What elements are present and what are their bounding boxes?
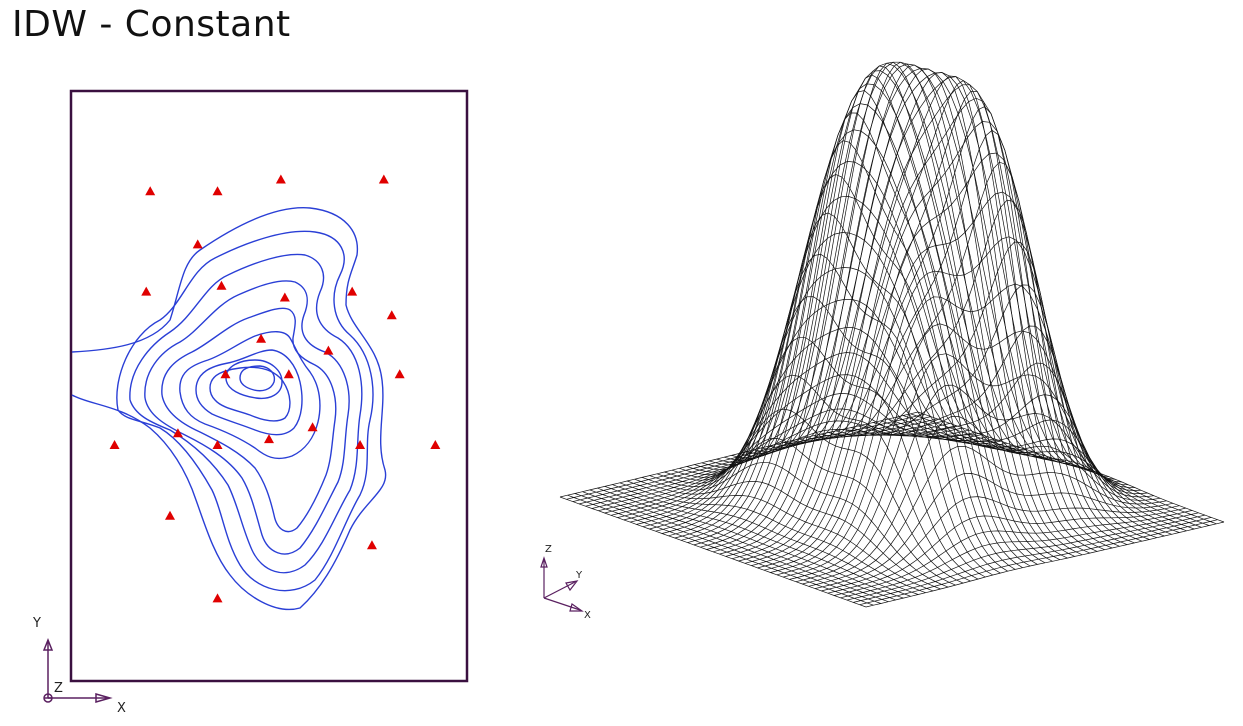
sample-point-marker [220,369,231,379]
mesh-line [712,63,1072,553]
mesh-line [566,413,925,500]
mesh-line [716,112,1023,568]
x-axis-arrow [95,693,113,703]
contour-line [144,280,350,555]
y-axis-arrow [42,637,54,651]
mesh-line [795,384,1154,583]
sample-point-marker [347,286,358,296]
mesh-line [917,411,1225,523]
x-axis-line [543,597,581,611]
surface-axis-triad [540,556,584,612]
mesh-line [746,61,1053,562]
mesh-line [761,64,1068,559]
mesh-line [701,174,1008,572]
sample-point-marker [283,369,294,379]
sample-point-marker [109,440,120,449]
contour-line [129,253,363,574]
sample-point-marker [192,239,203,249]
surface-wireframe [559,61,1225,608]
mesh-line [731,74,1038,565]
mesh-line [865,394,1172,535]
mesh-line [840,512,1199,599]
z-axis-arrow [540,556,548,568]
sample-point-marker [141,286,152,296]
sample-point-marker [145,186,156,196]
mesh-line [865,521,1225,608]
plan-y-label: Y [32,616,41,631]
sample-points [109,174,441,603]
mesh-line [873,419,1180,533]
mesh-line [610,408,970,516]
page-title: IDW - Constant [12,4,291,45]
contour-lines [71,207,387,611]
contour-line [239,365,276,392]
surface-y-label: Y [575,570,583,581]
contour-line [179,331,321,460]
sample-point-marker [366,540,377,550]
contour-line [209,366,291,422]
sample-point-marker [378,174,389,184]
sample-point-marker [394,369,405,379]
sample-point-marker [212,593,223,603]
plan-z-label: Z [54,681,63,696]
sample-point-marker [323,345,334,355]
mesh-line [834,510,1193,596]
surface-x-label: X [584,610,591,621]
contour-line [161,307,337,533]
mesh-line [880,420,1187,532]
mesh-line [821,496,1180,592]
sample-point-marker [386,310,397,320]
x-axis-arrow [569,603,584,612]
mesh-line [567,494,874,606]
plan-axis-triad [42,637,113,703]
mesh-line [770,236,1129,573]
sample-point-marker [264,434,274,444]
y-axis-arrow [565,580,579,592]
sample-point-marker [216,280,227,290]
sample-point-marker [212,186,223,196]
sample-point-marker [430,440,441,449]
mesh-line [664,374,971,582]
contour-line [195,349,303,436]
mesh-line [724,90,1031,567]
sample-point-marker [279,292,290,302]
sample-point-marker [275,174,286,184]
mesh-line [626,480,934,592]
mesh-line [827,507,1186,594]
plan-frame [69,89,469,683]
mesh-line [589,489,896,601]
mesh-line [888,418,1195,530]
mesh-line [846,514,1205,601]
sample-point-marker [172,428,183,438]
sample-point-marker [307,422,318,432]
sample-point-marker [355,440,366,449]
sample-point-marker [256,333,267,343]
mesh-line [853,517,1212,603]
mesh-line [910,413,1217,525]
y-axis-line [543,581,576,599]
mesh-line [612,484,919,595]
sample-point-marker [212,440,223,449]
surface-z-label: Z [545,544,552,555]
contour-line [225,359,283,400]
sample-point-marker [165,510,175,520]
mesh-line [559,496,867,608]
mesh-line [798,90,1105,551]
mesh-line [895,416,1202,528]
contour-plan-view [69,89,469,683]
plan-x-label: X [117,701,126,716]
mesh-line [859,519,1218,606]
contour-line [116,230,374,592]
contour-line [71,207,387,611]
